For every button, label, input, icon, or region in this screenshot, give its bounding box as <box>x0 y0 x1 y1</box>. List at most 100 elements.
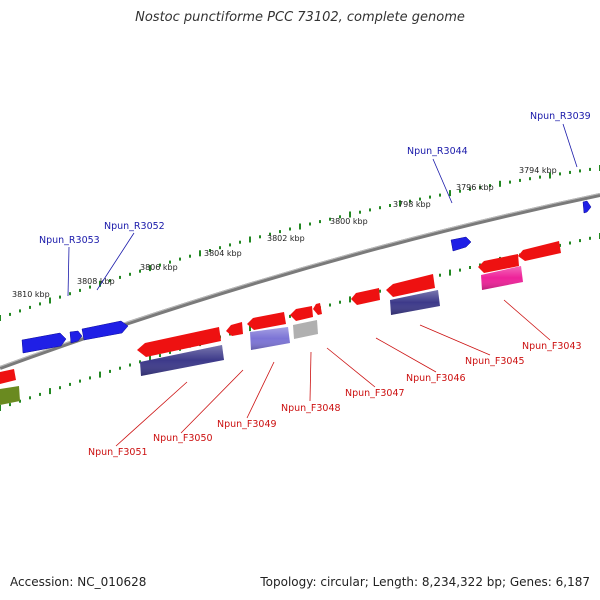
ruler-minor-tick <box>419 197 421 201</box>
gene-npun-r3052[interactable] <box>81 320 129 341</box>
gene-npun-f3051[interactable] <box>137 327 221 357</box>
ruler-minor-tick <box>329 217 331 221</box>
ruler-minor-tick <box>79 379 81 383</box>
ruler-minor-tick <box>59 386 61 390</box>
ruler-major-tick <box>499 180 501 187</box>
ruler-minor-tick <box>339 215 341 219</box>
ruler-minor-tick <box>89 285 91 289</box>
ruler-outer-dots <box>0 165 600 321</box>
gene-npun-r3039[interactable] <box>582 200 592 214</box>
label-npun-f3049[interactable]: Npun_F3049 <box>217 419 277 430</box>
ruler-minor-tick <box>169 350 171 354</box>
leader-f3048 <box>309 351 312 402</box>
ruler-minor-tick <box>69 382 71 386</box>
ruler-major-tick <box>249 325 251 332</box>
ruler-minor-tick <box>279 230 281 234</box>
ruler-minor-tick <box>579 239 581 243</box>
leader-f3051 <box>115 381 188 447</box>
ruler-minor-tick <box>289 227 291 231</box>
ruler-minor-tick <box>39 302 41 306</box>
ruler-minor-tick <box>289 314 291 318</box>
gene-partial-left[interactable] <box>0 369 16 384</box>
ruler-major-tick <box>299 223 301 230</box>
ruler-major-tick <box>99 280 101 287</box>
ruler-minor-tick <box>179 257 181 261</box>
ruler-minor-tick <box>409 199 411 203</box>
label-npun-f3046[interactable]: Npun_F3046 <box>406 373 466 384</box>
label-npun-f3048[interactable]: Npun_F3048 <box>281 403 341 414</box>
forward-gene-labels: Npun_F3043 Npun_F3045 Npun_F3046 Npun_F3… <box>88 341 582 458</box>
leader-r3052 <box>96 232 135 291</box>
ruler-minor-tick <box>189 254 191 258</box>
ruler-major-tick <box>99 371 101 378</box>
ruler-minor-tick <box>469 187 471 191</box>
ruler-minor-tick <box>459 189 461 193</box>
gene-npun-f3047[interactable] <box>351 288 380 305</box>
ruler-tick-label: 3808 kbp <box>77 277 115 286</box>
leader-f3047 <box>326 347 376 388</box>
ruler-minor-tick <box>219 246 221 250</box>
ruler-major-tick <box>0 315 1 321</box>
ruler-minor-tick <box>209 249 211 252</box>
ruler-minor-tick <box>319 220 321 224</box>
map-title: Nostoc punctiforme PCC 73102, complete g… <box>135 10 465 25</box>
ruler-minor-tick <box>109 369 111 373</box>
reverse-genes <box>21 200 592 354</box>
gene-npun-f3046[interactable] <box>386 274 435 297</box>
ruler-major-tick <box>0 405 1 411</box>
gene-npun-f3049[interactable] <box>247 312 286 330</box>
ruler-major-tick <box>49 388 51 395</box>
ruler-minor-tick <box>569 170 571 174</box>
ruler-major-tick <box>149 355 151 362</box>
leader-f3043 <box>503 299 551 341</box>
ruler-minor-tick <box>339 300 341 304</box>
gene-npun-r3044[interactable] <box>450 236 472 252</box>
ruler-tick-label: 3806 kbp <box>140 263 178 272</box>
gene-red-small-1[interactable] <box>226 322 243 336</box>
leader-f3050 <box>180 369 244 434</box>
ruler-minor-tick <box>459 268 461 272</box>
gene-npun-f3045[interactable] <box>478 254 519 273</box>
ruler-minor-tick <box>509 180 511 184</box>
ruler-minor-tick <box>439 193 441 197</box>
ruler-major-tick <box>449 269 451 276</box>
label-npun-f3047[interactable]: Npun_F3047 <box>345 388 405 399</box>
ruler-minor-tick <box>539 175 541 179</box>
feature-olive-left[interactable] <box>0 386 20 405</box>
ruler-major-tick <box>349 211 351 218</box>
ruler-minor-tick <box>469 266 471 269</box>
ruler-minor-tick <box>379 206 381 210</box>
ruler-minor-tick <box>129 363 131 367</box>
ruler-minor-tick <box>329 303 331 307</box>
label-npun-f3050[interactable]: Npun_F3050 <box>153 433 213 444</box>
ruler-minor-tick <box>569 241 571 245</box>
ruler-minor-tick <box>589 167 591 171</box>
ruler-tick-labels: 3794 kbp 3796 kbp 3798 kbp 3800 kbp 3802… <box>12 166 557 299</box>
gene-npun-f3048[interactable] <box>290 306 313 321</box>
gene-npun-f3043[interactable] <box>518 241 561 261</box>
gene-small-reverse[interactable] <box>69 330 83 344</box>
label-npun-r3052[interactable]: Npun_R3052 <box>104 221 165 232</box>
label-npun-r3053[interactable]: Npun_R3053 <box>39 235 100 246</box>
feature-grey-3048[interactable] <box>293 320 318 339</box>
ruler-minor-tick <box>269 232 271 236</box>
ruler-minor-tick <box>59 295 61 299</box>
ruler-minor-tick <box>429 195 431 199</box>
ruler-minor-tick <box>9 403 11 407</box>
gene-red-small-2[interactable] <box>313 303 322 315</box>
ruler-minor-tick <box>39 392 41 396</box>
label-npun-r3044[interactable]: Npun_R3044 <box>407 146 468 157</box>
leader-f3049 <box>246 361 275 419</box>
ruler-minor-tick <box>489 184 491 188</box>
ruler-tick-label: 3802 kbp <box>267 234 305 243</box>
ruler-minor-tick <box>479 185 481 189</box>
gene-npun-r3053[interactable] <box>21 332 67 354</box>
label-npun-f3051[interactable]: Npun_F3051 <box>88 447 148 458</box>
label-npun-f3043[interactable]: Npun_F3043 <box>522 341 582 352</box>
leader-r3044 <box>432 158 453 204</box>
ruler-minor-tick <box>109 279 111 283</box>
ruler-major-tick <box>399 200 401 207</box>
label-npun-f3045[interactable]: Npun_F3045 <box>465 356 525 367</box>
ruler-major-tick <box>149 265 151 272</box>
label-npun-r3039[interactable]: Npun_R3039 <box>530 111 591 122</box>
